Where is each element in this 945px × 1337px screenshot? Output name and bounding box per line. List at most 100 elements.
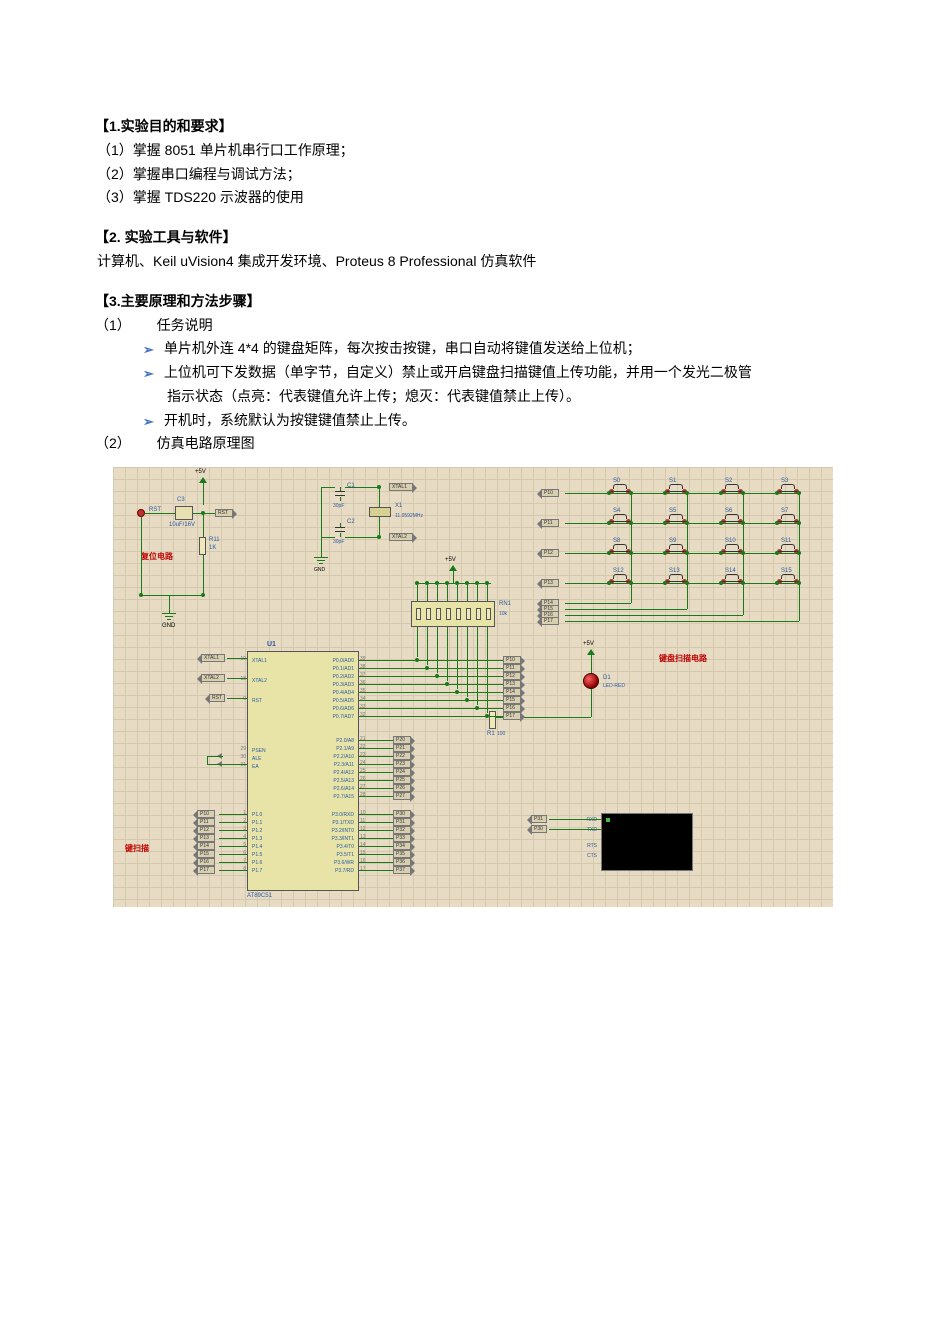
rn1-res <box>446 608 451 620</box>
switch-label: S2 <box>725 478 732 484</box>
s2-body: 计算机、Keil uVision4 集成开发环境、Proteus 8 Profe… <box>95 251 850 273</box>
c1-name: C1 <box>347 483 355 489</box>
s3-num2: （2） 仿真电路原理图 <box>95 433 850 455</box>
reset-circuit-label: 复位电路 <box>141 551 173 562</box>
switch <box>609 487 631 497</box>
pin-xtal1: XTAL1 <box>252 658 267 665</box>
switch-label: S1 <box>669 478 676 484</box>
netlabel-p1: P14 <box>197 842 215 850</box>
netlabel-xtal1-b: XTAL1 <box>201 654 225 662</box>
pin-p3: P3.3/INT1 <box>331 836 354 843</box>
pinnum: 26 <box>360 776 376 782</box>
pin-p0: P0.0/AD0 <box>333 658 354 665</box>
pinnum: 28 <box>360 792 376 798</box>
pin-p0: P0.1/AD1 <box>333 666 354 673</box>
pinnum: 10 <box>360 810 376 816</box>
pin-p1: P1.1 <box>252 820 262 827</box>
r1-value: 100 <box>497 731 505 737</box>
pinnum: 35 <box>360 688 376 694</box>
netlabel-p0: P16 <box>503 704 521 712</box>
netlabel-p0: P10 <box>503 656 521 664</box>
netlabel-p2: P23 <box>393 760 411 768</box>
netlabel-xtal2-b: XTAL2 <box>201 674 225 682</box>
netlabel-p3: P30 <box>393 810 411 818</box>
pinnum: 7 <box>230 858 246 864</box>
netlabel-p3: P31 <box>393 818 411 826</box>
rn1-res <box>476 608 481 620</box>
switch-label: S10 <box>725 538 736 544</box>
gnd-icon-1 <box>162 609 176 619</box>
cap-c2 <box>335 523 345 537</box>
switch-label: S13 <box>669 568 680 574</box>
pin-p1: P1.5 <box>252 852 262 859</box>
netlabel-p0: P12 <box>503 672 521 680</box>
netlabel-p3: P33 <box>393 834 411 842</box>
pinnum: 19 <box>230 656 246 662</box>
pin-p1: P1.6 <box>252 860 262 867</box>
pin-p0: P0.3/AD3 <box>333 682 354 689</box>
page: 【1.实验目的和要求】 （1）掌握 8051 单片机串行口工作原理； （2）掌握… <box>0 0 945 967</box>
netlabel-p2: P27 <box>393 792 411 800</box>
pin-p1: P1.0 <box>252 812 262 819</box>
netlabel-rst-b: RST <box>209 694 225 702</box>
pinnum: 18 <box>230 676 246 682</box>
pin-p3: P3.1/TXD <box>332 820 354 827</box>
pinnum: 16 <box>360 858 376 864</box>
c3-value: 10uF/16V <box>169 522 195 528</box>
pinnum: 13 <box>360 834 376 840</box>
rn1-res <box>486 608 491 620</box>
switch-label: S6 <box>725 508 732 514</box>
vcc-label-2: +5V <box>445 557 456 563</box>
pinnum: 34 <box>360 696 376 702</box>
switch-label: S4 <box>613 508 620 514</box>
netlabel-xtal1: XTAL1 <box>389 483 413 491</box>
s1-item-2: （2）掌握串口编程与调试方法； <box>95 164 850 186</box>
rn1-res <box>436 608 441 620</box>
netlabel-p0: P11 <box>503 664 521 672</box>
pinnum: 4 <box>230 834 246 840</box>
switch <box>721 517 743 527</box>
term-txd: TXD <box>575 825 597 835</box>
term-rts: RTS <box>575 841 597 851</box>
reset-button-icon <box>137 509 145 517</box>
rn1-name: RN1 <box>499 601 511 607</box>
netlabel-p1: P15 <box>197 850 215 858</box>
pin-p2: P2.1/A9 <box>336 746 354 753</box>
pin-p0: P0.6/AD6 <box>333 706 354 713</box>
s3-num1: （1） 任务说明 <box>95 315 850 337</box>
s1-item-1: （1）掌握 8051 单片机串行口工作原理； <box>95 140 850 162</box>
term-cts: CTS <box>575 851 597 861</box>
switch-label: S3 <box>781 478 788 484</box>
u1-name: U1 <box>267 641 276 648</box>
pin-p1: P1.2 <box>252 828 262 835</box>
pin-xtal2: XTAL2 <box>252 678 267 685</box>
pin-p3: P3.7/RD <box>335 868 354 875</box>
pinnum: 12 <box>360 826 376 832</box>
netlabel-rst: RST <box>215 509 233 517</box>
pin-p2: P2.2/A10 <box>333 754 354 761</box>
netlabel-p1: P12 <box>197 826 215 834</box>
pinnum: 30 <box>230 754 246 760</box>
schematic-diagram: +5V RST C3 10uF/16V 复位电路 R11 1K GND <box>113 467 833 907</box>
cap-c3 <box>175 506 193 520</box>
pinnum: 14 <box>360 842 376 848</box>
switch <box>777 517 799 527</box>
vcc-label-1: +5V <box>195 469 206 475</box>
bullet-arrow-icon: ➢ <box>143 364 154 384</box>
key-matrix-label: 键盘扫描电路 <box>659 653 707 664</box>
switch-label: S11 <box>781 538 791 544</box>
switch <box>721 547 743 557</box>
pin-p0: P0.5/AD5 <box>333 698 354 705</box>
pin-psen: PSEN <box>252 748 266 755</box>
switch <box>777 547 799 557</box>
pinnum: 15 <box>360 850 376 856</box>
netlabel-p2: P26 <box>393 784 411 792</box>
pinnum: 25 <box>360 768 376 774</box>
rn1-res <box>456 608 461 620</box>
term-rxd: RXD <box>575 815 597 825</box>
pin-p1: P1.3 <box>252 836 262 843</box>
pin-p0: P0.7/AD7 <box>333 714 354 721</box>
pinnum: 32 <box>360 712 376 718</box>
switch-label: S9 <box>669 538 676 544</box>
virtual-terminal <box>601 813 693 871</box>
